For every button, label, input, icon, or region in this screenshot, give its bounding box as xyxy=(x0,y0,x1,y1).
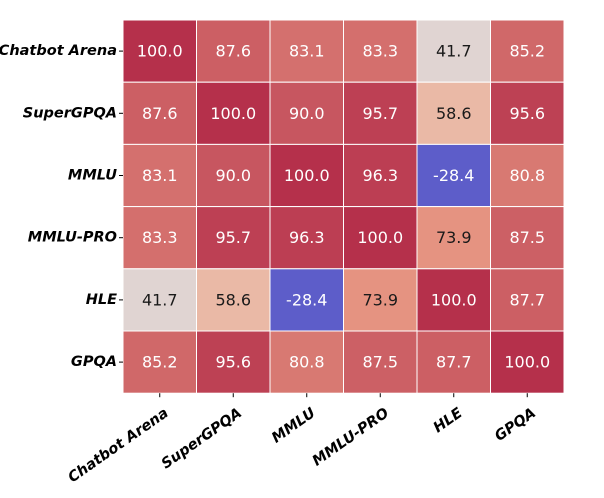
value-label-mmlu-pro-gpqa: 87.5 xyxy=(509,228,545,247)
value-label-supergpqa-gpqa: 95.6 xyxy=(509,104,545,123)
value-label-supergpqa-mmlu: 90.0 xyxy=(289,104,325,123)
row-label-supergpqa: SuperGPQA xyxy=(23,105,117,121)
cell-mmlu-pro-hle xyxy=(416,206,491,270)
cell-supergpqa-gpqa xyxy=(490,81,565,145)
col-label-mmlu-pro: MMLU-PRO xyxy=(310,405,392,469)
value-label-gpqa-mmlu: 80.8 xyxy=(289,353,325,372)
col-label-mmlu: MMLU xyxy=(269,405,319,446)
value-label-mmlu-mmlu: 100.0 xyxy=(284,166,330,185)
value-label-chatbot-arena-hle: 41.7 xyxy=(436,42,472,61)
cell-mmlu-pro-supergpqa xyxy=(196,206,271,270)
value-label-mmlu-mmlu-pro: 96.3 xyxy=(362,166,398,185)
cell-mmlu-pro-gpqa xyxy=(490,206,565,270)
cell-chatbot-arena-gpqa xyxy=(490,19,565,83)
cell-chatbot-arena-chatbot-arena xyxy=(122,19,197,83)
value-label-mmlu-gpqa: 80.8 xyxy=(509,166,545,185)
cell-mmlu-gpqa xyxy=(490,143,565,208)
value-label-chatbot-arena-gpqa: 85.2 xyxy=(509,42,545,61)
cell-mmlu-pro-mmlu-pro xyxy=(343,206,418,270)
cell-gpqa-chatbot-arena xyxy=(122,330,197,394)
cell-mmlu-supergpqa xyxy=(196,143,271,208)
value-label-mmlu-pro-supergpqa: 95.7 xyxy=(215,228,251,247)
value-label-mmlu-chatbot-arena: 83.1 xyxy=(142,166,178,185)
row-label-mmlu: MMLU xyxy=(68,168,117,184)
value-label-chatbot-arena-supergpqa: 87.6 xyxy=(215,42,251,61)
value-label-hle-mmlu-pro: 73.9 xyxy=(362,290,398,309)
value-label-supergpqa-supergpqa: 100.0 xyxy=(210,104,256,123)
row-label-gpqa: GPQA xyxy=(71,354,117,370)
cell-chatbot-arena-supergpqa xyxy=(196,19,271,83)
row-label-chatbot-arena: Chatbot Arena xyxy=(0,43,117,59)
value-label-hle-supergpqa: 58.6 xyxy=(215,290,251,309)
heatmap-value-labels: 100.0 87.6 83.1 83.3 41.7 85.2 87.6 100.0 90.0 95… xyxy=(137,42,550,372)
cell-chatbot-arena-mmlu-pro xyxy=(343,19,418,83)
row-label-hle: HLE xyxy=(86,292,117,308)
cell-hle-chatbot-arena xyxy=(122,268,197,332)
cell-mmlu-pro-mmlu xyxy=(269,206,344,270)
value-label-chatbot-arena-mmlu: 83.1 xyxy=(289,42,325,61)
value-label-supergpqa-mmlu-pro: 95.7 xyxy=(362,104,398,123)
value-label-gpqa-supergpqa: 95.6 xyxy=(215,353,251,372)
row-tick-labels: Chatbot Arena SuperGPQA MMLU MMLU-PRO HLE GPQ… xyxy=(0,43,123,370)
value-label-supergpqa-chatbot-arena: 87.6 xyxy=(142,104,178,123)
value-label-chatbot-arena-mmlu-pro: 83.3 xyxy=(362,42,398,61)
cell-chatbot-arena-mmlu xyxy=(269,19,344,83)
col-label-gpqa: GPQA xyxy=(492,405,539,445)
cell-mmlu-mmlu-pro xyxy=(343,143,418,208)
value-label-gpqa-gpqa: 100.0 xyxy=(504,353,550,372)
value-label-gpqa-chatbot-arena: 85.2 xyxy=(142,353,178,372)
value-label-mmlu-pro-chatbot-arena: 83.3 xyxy=(142,228,178,247)
cell-gpqa-gpqa xyxy=(490,330,565,394)
cell-mmlu-hle xyxy=(416,143,491,208)
value-label-mmlu-pro-mmlu-pro: 100.0 xyxy=(357,228,403,247)
value-label-mmlu-hle: -28.4 xyxy=(433,166,474,185)
cell-hle-gpqa xyxy=(490,268,565,332)
value-label-mmlu-pro-mmlu: 96.3 xyxy=(289,228,325,247)
col-label-hle: HLE xyxy=(431,405,466,436)
value-label-hle-gpqa: 87.7 xyxy=(509,290,545,309)
value-label-mmlu-pro-hle: 73.9 xyxy=(436,228,472,247)
cell-supergpqa-supergpqa xyxy=(196,81,271,145)
value-label-gpqa-hle: 87.7 xyxy=(436,353,472,372)
cell-supergpqa-mmlu-pro xyxy=(343,81,418,145)
value-label-gpqa-mmlu-pro: 87.5 xyxy=(362,353,398,372)
cell-hle-mmlu-pro xyxy=(343,268,418,332)
value-label-chatbot-arena-chatbot-arena: 100.0 xyxy=(137,42,183,61)
value-label-supergpqa-hle: 58.6 xyxy=(436,104,472,123)
cell-hle-mmlu xyxy=(269,268,344,332)
cell-mmlu-pro-chatbot-arena xyxy=(122,206,197,270)
heatmap-cells xyxy=(122,19,565,394)
value-label-hle-chatbot-arena: 41.7 xyxy=(142,290,178,309)
value-label-hle-mmlu: -28.4 xyxy=(286,290,327,309)
col-label-supergpqa: SuperGPQA xyxy=(159,405,245,472)
value-label-hle-hle: 100.0 xyxy=(431,290,477,309)
row-label-mmlu-pro: MMLU-PRO xyxy=(28,230,117,246)
col-label-chatbot-arena: Chatbot Arena xyxy=(65,405,171,486)
cell-hle-hle xyxy=(416,268,491,332)
value-label-mmlu-supergpqa: 90.0 xyxy=(215,166,251,185)
